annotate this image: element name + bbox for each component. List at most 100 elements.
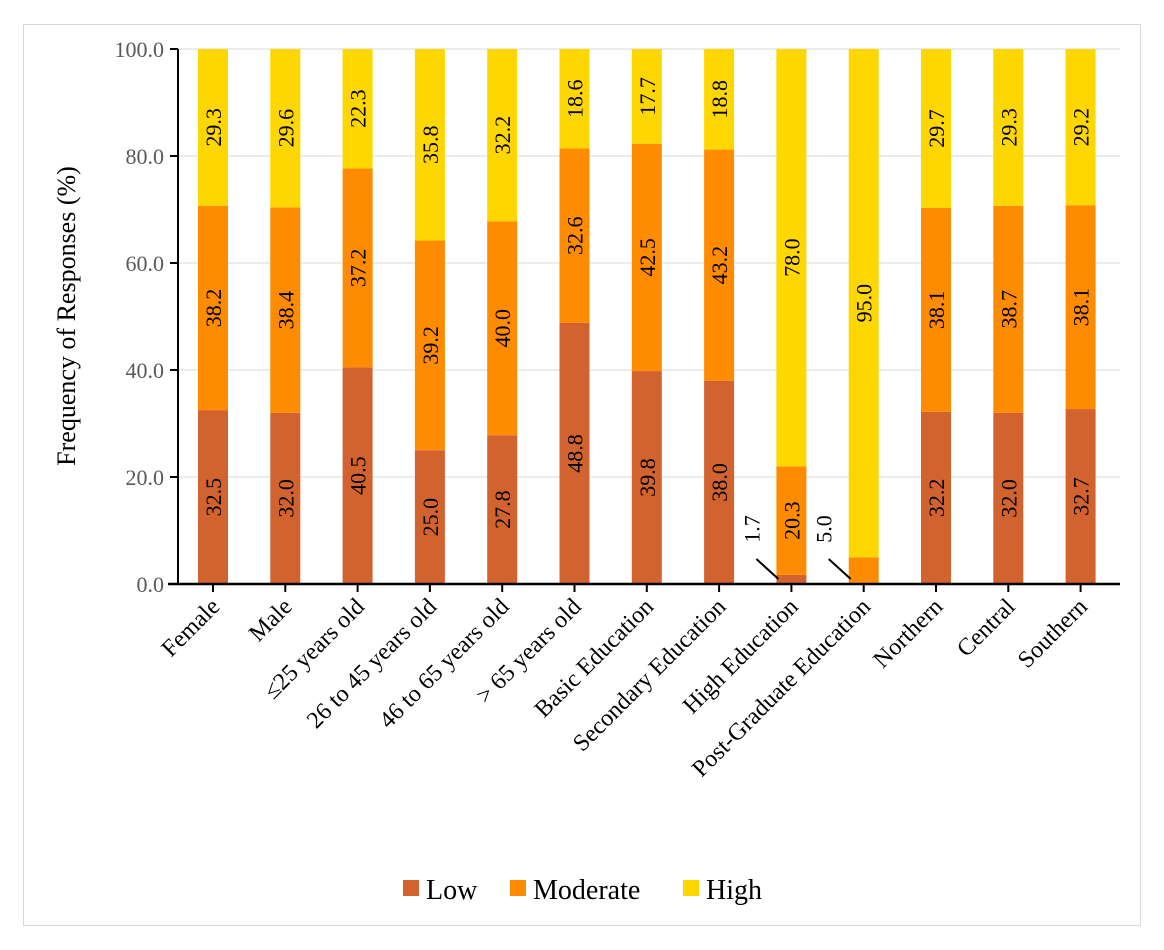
- data-label-low: 32.5: [201, 478, 226, 517]
- bar-segment-high: [559, 49, 590, 149]
- data-label-high: 95.0: [852, 284, 877, 323]
- bar-segment-low: [921, 411, 951, 584]
- leader-line: [755, 558, 780, 580]
- bar-segment-moderate: [487, 221, 518, 436]
- data-label-moderate: 39.2: [418, 326, 443, 365]
- data-label-high: 29.3: [996, 108, 1021, 147]
- bar-segment-low: [342, 367, 373, 584]
- leader-line: [828, 558, 852, 580]
- bar-segment-moderate: [776, 466, 807, 575]
- bar-segment-high: [921, 49, 951, 208]
- data-label-moderate: 32.6: [563, 216, 588, 255]
- data-label-moderate: 38.2: [201, 289, 226, 328]
- data-label-moderate: 37.2: [346, 249, 371, 288]
- bar-segment-low: [704, 380, 735, 584]
- legend-label-moderate: Moderate: [533, 875, 640, 906]
- bar-segment-moderate: [921, 207, 951, 412]
- data-labels: 32.5 38.2 29.3 32.0 38.4 29.6 40.5 37.2 22.3 25.0…: [201, 77, 1094, 543]
- data-label-low: 32.7: [1069, 477, 1094, 515]
- bar-segment-high: [270, 49, 301, 208]
- data-label-high: 22.3: [346, 89, 371, 128]
- bar-segment-moderate: [198, 205, 228, 411]
- bar-segment-moderate: [559, 148, 590, 323]
- bar-segment-high: [1065, 49, 1096, 206]
- bar-segment-moderate: [414, 240, 445, 451]
- data-label-low: 1.7: [739, 515, 764, 543]
- y-tick-label: 20.0: [126, 465, 165, 490]
- data-label-moderate: 40.0: [490, 309, 515, 348]
- legend-swatch-high: [683, 880, 699, 896]
- bar-segment-low: [487, 435, 518, 584]
- legend-swatch-low: [403, 880, 419, 896]
- bar-segment-moderate: [848, 557, 879, 584]
- bar-segment-high: [704, 49, 735, 150]
- data-label-low: 27.8: [490, 490, 515, 529]
- data-label-low: 32.2: [924, 479, 949, 518]
- bar-segment-low: [559, 322, 590, 584]
- legend: Low Moderate High: [403, 875, 762, 906]
- x-tick-label: Southern: [1013, 594, 1093, 674]
- data-label-low: 39.8: [635, 458, 660, 497]
- data-label-low: 38.0: [707, 463, 732, 502]
- legend-swatch-moderate: [510, 880, 526, 896]
- data-label-low: 40.5: [346, 456, 371, 495]
- data-label-high: 32.2: [490, 116, 515, 155]
- bar-segment-moderate: [1065, 205, 1096, 410]
- bar-segment-high: [776, 49, 807, 467]
- bar-segment-high: [993, 49, 1024, 206]
- data-label-moderate: 42.5: [635, 238, 660, 277]
- y-axis-title: Frequency of Responses (%): [52, 166, 81, 466]
- bar-segment-low: [198, 410, 228, 584]
- data-label-moderate: 38.4: [273, 291, 298, 330]
- bar-segment-moderate: [270, 207, 301, 413]
- bar-segment-high: [342, 49, 373, 169]
- bar-segment-low: [1065, 409, 1096, 584]
- data-label-low: 32.0: [996, 479, 1021, 517]
- data-label-high: 17.7: [635, 77, 660, 116]
- bar-segment-high: [631, 49, 662, 144]
- bar-segment-moderate: [342, 168, 373, 368]
- bar-segment-low: [631, 371, 662, 584]
- legend-label-low: Low: [426, 875, 478, 906]
- data-label-high: 18.8: [707, 80, 732, 119]
- x-tick-label: 46 to 65 years old: [374, 594, 514, 734]
- data-label-low: 25.0: [418, 498, 443, 537]
- axes: [168, 49, 1120, 586]
- data-label-high: 18.6: [563, 80, 588, 119]
- data-label-moderate: 20.3: [779, 501, 804, 540]
- data-label-high: 29.2: [1069, 108, 1094, 147]
- y-ticks: 0.0 20.0 40.0 60.0 80.0 100.0: [115, 37, 178, 597]
- leader-lines: [755, 558, 852, 580]
- y-tick-label: 60.0: [126, 251, 165, 276]
- data-label-high: 29.7: [924, 109, 949, 148]
- bar-segment-high: [414, 49, 445, 241]
- bar-segment-moderate: [993, 205, 1024, 413]
- data-label-moderate: 38.1: [924, 291, 949, 330]
- data-label-high: 29.6: [273, 109, 298, 148]
- data-label-moderate: 5.0: [812, 515, 837, 543]
- data-label-high: 35.8: [418, 126, 443, 165]
- bar-segment-high: [198, 49, 228, 206]
- y-tick-label: 100.0: [115, 37, 165, 62]
- y-tick-label: 0.0: [137, 572, 165, 597]
- y-tick-label: 80.0: [126, 144, 165, 169]
- bar-segment-moderate: [631, 143, 662, 372]
- bar-segment-low: [993, 412, 1024, 584]
- bar-segment-high: [487, 49, 518, 222]
- data-label-moderate: 38.7: [996, 290, 1021, 329]
- bar-segment-low: [776, 574, 807, 584]
- x-tick-label: Northern: [869, 594, 949, 674]
- data-label-moderate: 38.1: [1069, 288, 1094, 327]
- data-label-high: 29.3: [201, 108, 226, 147]
- x-tick-label: 26 to 45 years old: [302, 594, 442, 734]
- data-label-low: 32.0: [273, 479, 298, 518]
- data-label-high: 78.0: [779, 238, 804, 277]
- legend-label-high: High: [706, 875, 762, 906]
- x-tick-label: Central: [952, 594, 1021, 663]
- data-label-low: 48.8: [563, 434, 588, 473]
- data-label-moderate: 43.2: [707, 246, 732, 285]
- bar-segment-low: [414, 450, 445, 584]
- bars: [198, 49, 1096, 584]
